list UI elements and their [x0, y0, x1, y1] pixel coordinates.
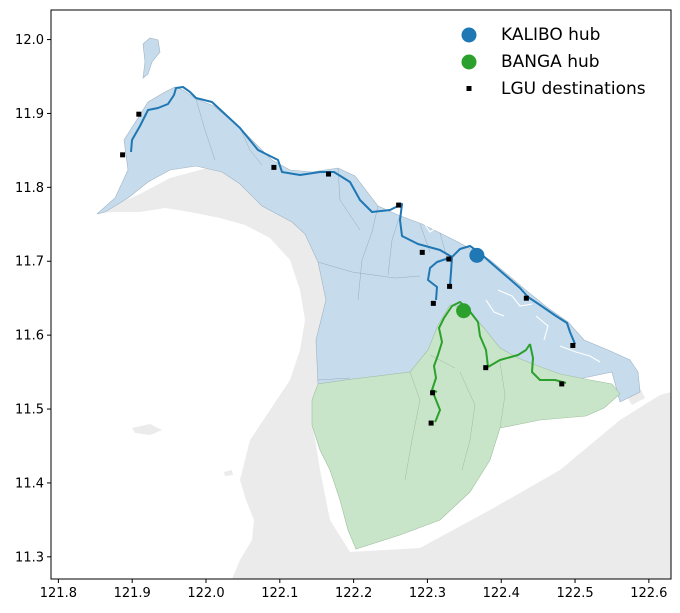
map-layer: [96, 37, 671, 579]
land-islet: [132, 424, 162, 435]
lgu-destination-marker: [570, 342, 576, 348]
hub-markers: [456, 247, 485, 319]
x-axis-ticks: 121.8 121.9 122.0 122.1 122.2 122.3 122.4 122.5…: [40, 579, 667, 601]
kalibo-service-area: [96, 86, 641, 403]
lgu-destination-marker: [430, 300, 436, 306]
x-tick-label: 122.3: [409, 586, 446, 601]
x-tick-label: 122.0: [187, 586, 224, 601]
lgu-destination-marker: [326, 171, 332, 177]
lgu-destination-marker: [446, 256, 452, 262]
land-islet: [626, 388, 645, 405]
banga-boundaries: [404, 354, 506, 481]
legend: KALIBO hub BANGA hub LGU destinations: [461, 25, 646, 99]
banga-hub-marker: [456, 303, 472, 319]
lgu-destination-marker: [419, 249, 425, 255]
land-islet: [224, 470, 233, 476]
lgu-destination-marker: [523, 295, 529, 301]
kalibo-northern-tip: [142, 37, 161, 79]
y-tick-label: 11.4: [15, 476, 44, 491]
legend-banga-label: BANGA hub: [501, 52, 600, 72]
y-tick-label: 11.3: [15, 550, 44, 565]
x-tick-label: 122.5: [556, 586, 593, 601]
y-tick-label: 11.9: [15, 107, 44, 122]
axes-frame: [50, 9, 672, 580]
lgu-destination-marker: [447, 283, 453, 289]
banga-service-area: [311, 304, 621, 550]
y-tick-label: 11.7: [15, 255, 44, 270]
x-tick-label: 121.8: [40, 586, 77, 601]
kalibo-routes: [130, 86, 576, 345]
lgu-destination-marker: [136, 111, 142, 117]
y-tick-label: 11.5: [15, 403, 44, 418]
y-axis-ticks: 12.0 11.9 11.8 11.7 11.6 11.5 11.4 11.3: [15, 33, 51, 565]
land-west-mass: [97, 166, 671, 579]
legend-destination-marker: [466, 86, 472, 91]
lgu-destination-marker: [120, 152, 126, 158]
y-tick-label: 12.0: [15, 33, 44, 48]
lgu-destination-marker: [430, 390, 436, 396]
y-tick-label: 11.8: [15, 181, 44, 196]
x-tick-label: 121.9: [114, 586, 151, 601]
lgu-destination-markers: [120, 111, 576, 426]
y-tick-label: 11.6: [15, 329, 44, 344]
legend-banga-marker: [461, 54, 477, 70]
banga-routes: [431, 301, 567, 423]
x-tick-label: 122.6: [630, 586, 667, 601]
lgu-destination-marker: [271, 164, 277, 170]
lgu-destination-marker: [428, 420, 434, 426]
river-delta-detail: [423, 222, 601, 363]
legend-destination-label: LGU destinations: [501, 79, 646, 99]
legend-kalibo-marker: [461, 27, 477, 43]
lgu-destination-marker: [483, 365, 489, 371]
lgu-destination-marker: [559, 381, 565, 387]
lgu-destination-marker: [396, 202, 402, 208]
x-tick-label: 122.4: [483, 586, 520, 601]
x-tick-label: 122.2: [335, 586, 372, 601]
legend-kalibo-label: KALIBO hub: [501, 25, 600, 45]
x-tick-label: 122.1: [261, 586, 298, 601]
kalibo-hub-marker: [469, 247, 485, 263]
